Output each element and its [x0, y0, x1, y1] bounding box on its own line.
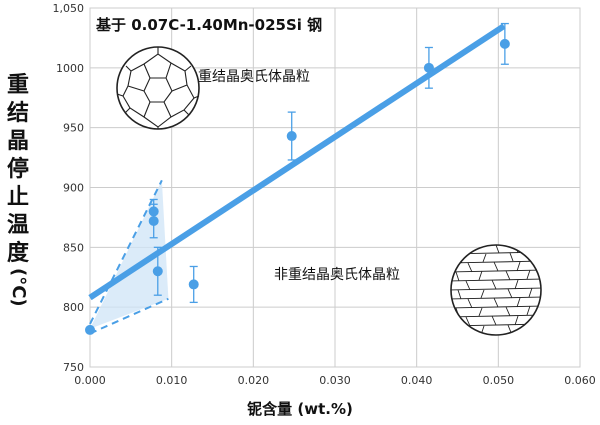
- x-tick-label: 0.020: [238, 374, 270, 387]
- data-point: [286, 131, 297, 142]
- x-tick-label: 0.040: [401, 374, 433, 387]
- annotation-non-recrystallized: 非重结晶奥氏体晶粒: [274, 267, 400, 283]
- shaded-region: [90, 180, 169, 329]
- y-tick-label: 850: [63, 241, 84, 254]
- annotation-recrystallized: 重结晶奥氏体晶粒: [198, 69, 310, 85]
- y-tick-label: 900: [63, 182, 84, 195]
- y-axis-title-char: 停: [6, 157, 29, 182]
- point-layer: [85, 22, 510, 335]
- equiaxed-grain-icon: [116, 46, 200, 130]
- y-axis-title-char: 温: [6, 213, 29, 238]
- y-axis-title-char: (°C): [8, 268, 29, 307]
- trend-layer: [88, 23, 506, 301]
- data-point: [499, 38, 510, 49]
- y-axis-title-char: 晶: [6, 129, 29, 154]
- y-tick-label: 800: [63, 301, 84, 314]
- x-axis-title: 铌含量 (wt.%): [247, 400, 353, 418]
- data-point: [85, 324, 95, 335]
- grid-layer: [89, 7, 581, 368]
- x-tick-label: 0.000: [74, 374, 106, 387]
- elongated-grain-icon: [450, 244, 542, 336]
- y-axis-title-char: 度: [6, 241, 29, 266]
- x-tick-label: 0.010: [156, 374, 188, 387]
- y-axis-title-char: 止: [6, 185, 29, 210]
- data-point: [188, 279, 199, 290]
- data-point: [148, 216, 159, 227]
- y-axis-title: 重结晶停止温度 (°C): [4, 72, 32, 307]
- trendline: [88, 23, 506, 301]
- y-tick-label: 1000: [56, 62, 84, 75]
- dashed-boundary-line: [89, 297, 169, 335]
- tick-layer: 0.000 0.010 0.020 0.030 0.040 0.050 0.060 750 80…: [53, 2, 596, 387]
- data-point: [152, 266, 163, 277]
- x-tick-label: 0.030: [319, 374, 351, 387]
- y-axis-title-char: 结: [6, 101, 29, 126]
- x-tick-label: 0.050: [483, 374, 515, 387]
- data-point: [423, 62, 434, 73]
- y-axis-title-char: 重: [6, 73, 29, 98]
- x-tick-label: 0.060: [564, 374, 596, 387]
- chart-title: 基于 0.07C-1.40Mn-025Si 钢: [96, 16, 323, 34]
- y-tick-label: 750: [63, 361, 84, 374]
- y-tick-label: 1,050: [53, 2, 85, 15]
- y-tick-label: 950: [63, 122, 84, 135]
